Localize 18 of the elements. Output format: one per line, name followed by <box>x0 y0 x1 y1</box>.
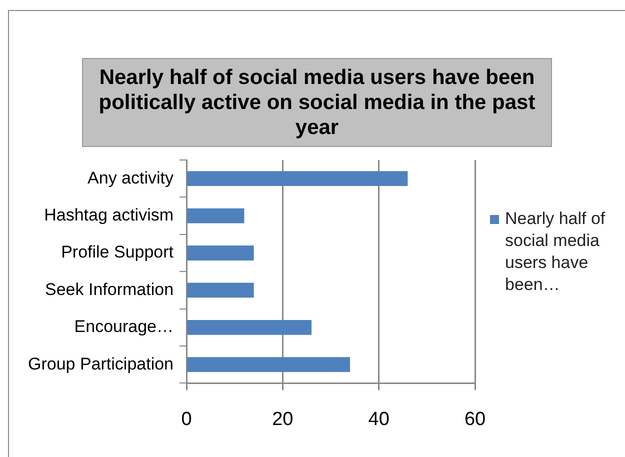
y-tick-label: Group Participation <box>28 354 174 374</box>
bar <box>187 282 254 298</box>
chart-title: Nearly half of social media users have been politically active on social media in the past year <box>82 58 552 147</box>
bar <box>187 246 254 260</box>
bar <box>187 320 312 335</box>
x-tick-label: 60 <box>464 408 486 430</box>
bar <box>187 357 350 372</box>
y-tick-label: Profile Support <box>61 242 174 262</box>
x-tick-label: 0 <box>181 408 192 430</box>
x-tick-label: 20 <box>272 408 294 430</box>
x-tick-label: 40 <box>368 408 390 430</box>
y-tick-label: Seek Information <box>45 280 174 299</box>
y-tick-label: Any activity <box>88 168 174 188</box>
legend-label: Nearly half of social media users have been… <box>505 208 606 296</box>
bar <box>187 171 408 186</box>
bar <box>187 208 244 224</box>
y-tick-label: Hashtag activism <box>44 205 174 224</box>
y-tick-label: Encourage… <box>74 317 174 336</box>
